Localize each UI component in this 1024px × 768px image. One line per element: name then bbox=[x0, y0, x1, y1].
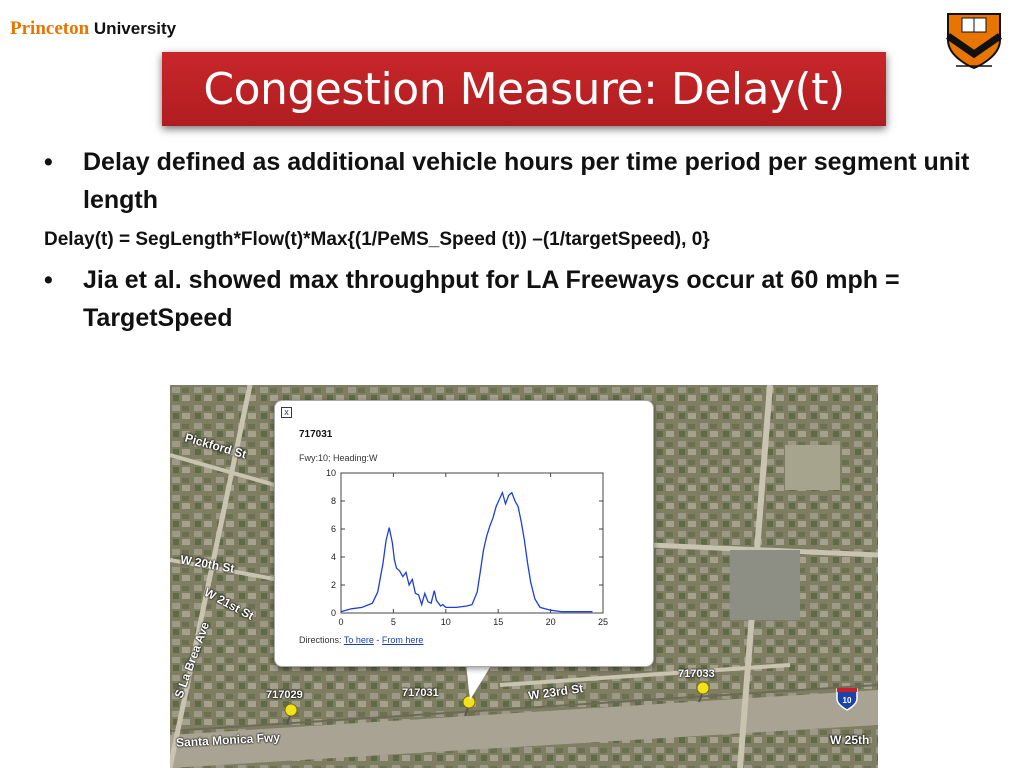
title-banner: Congestion Measure: Delay(t) bbox=[162, 52, 886, 126]
bullet-text: Jia et al. showed max throughput for LA … bbox=[83, 266, 900, 332]
pin-label-717031: 717031 bbox=[402, 687, 439, 699]
slide-content: • Delay defined as additional vehicle ho… bbox=[44, 143, 984, 337]
delay-formula: Delay(t) = SegLength*Flow(t)*Max{(1/PeMS… bbox=[44, 229, 710, 250]
y-tick-label: 6 bbox=[331, 524, 336, 534]
popup-subtitle: Fwy:10; Heading:W bbox=[299, 453, 378, 463]
delay-series-line bbox=[340, 490, 593, 613]
station-info-popup: x 717031 Fwy:10; Heading:W 0 5 10 15 20 25 0 2 4… bbox=[274, 400, 654, 667]
x-tick-label: 20 bbox=[546, 617, 556, 627]
pushpin-icon[interactable] bbox=[282, 703, 300, 725]
bullet-delay-definition: • Delay defined as additional vehicle ho… bbox=[44, 143, 984, 219]
popup-tail bbox=[466, 664, 492, 700]
interstate-number: 10 bbox=[843, 696, 852, 705]
chart-plot-area bbox=[340, 472, 604, 614]
delay-chart: 0 5 10 15 20 25 0 2 4 6 8 10 bbox=[326, 468, 608, 627]
street-label-w25th: W 25th bbox=[830, 733, 870, 747]
satellite-map[interactable]: Pickford St W 20th St W 21st St W 23rd S… bbox=[170, 385, 878, 768]
x-tick-label: 0 bbox=[338, 617, 343, 627]
logo-university: University bbox=[93, 19, 177, 38]
bullet-text: Delay defined as additional vehicle hour… bbox=[83, 148, 970, 214]
x-tick-label: 5 bbox=[391, 617, 396, 627]
directions-separator: - bbox=[376, 635, 380, 645]
to-here-link[interactable]: To here bbox=[343, 635, 374, 645]
bullet-jia-throughput: • Jia et al. showed max throughput for L… bbox=[44, 261, 984, 337]
pin-label-717033: 717033 bbox=[678, 668, 715, 680]
y-tick-label: 0 bbox=[331, 608, 336, 618]
princeton-logo: Princeton University bbox=[10, 18, 176, 40]
x-tick-label: 15 bbox=[493, 617, 503, 627]
from-here-link[interactable]: From here bbox=[381, 635, 424, 645]
directions-label: Directions: bbox=[299, 635, 342, 645]
popup-station-id: 717031 bbox=[299, 429, 333, 440]
interstate-shield-icon: 10 bbox=[836, 688, 858, 711]
y-tick-label: 2 bbox=[331, 580, 336, 590]
slide-title: Congestion Measure: Delay(t) bbox=[203, 63, 845, 115]
popup-directions: Directions: To here - From here bbox=[299, 635, 423, 645]
y-tick-label: 8 bbox=[331, 496, 336, 506]
bullet-symbol: • bbox=[44, 148, 53, 176]
pin-label-717029: 717029 bbox=[266, 689, 303, 701]
x-tick-label: 10 bbox=[441, 617, 451, 627]
close-icon[interactable]: x bbox=[281, 407, 292, 418]
bullet-symbol: • bbox=[44, 266, 53, 294]
pushpin-icon[interactable] bbox=[694, 681, 712, 703]
y-tick-label: 10 bbox=[326, 468, 336, 478]
y-tick-label: 4 bbox=[331, 552, 336, 562]
logo-princeton: Princeton bbox=[10, 18, 90, 39]
x-tick-label: 25 bbox=[598, 617, 608, 627]
princeton-shield-icon bbox=[946, 13, 1002, 70]
